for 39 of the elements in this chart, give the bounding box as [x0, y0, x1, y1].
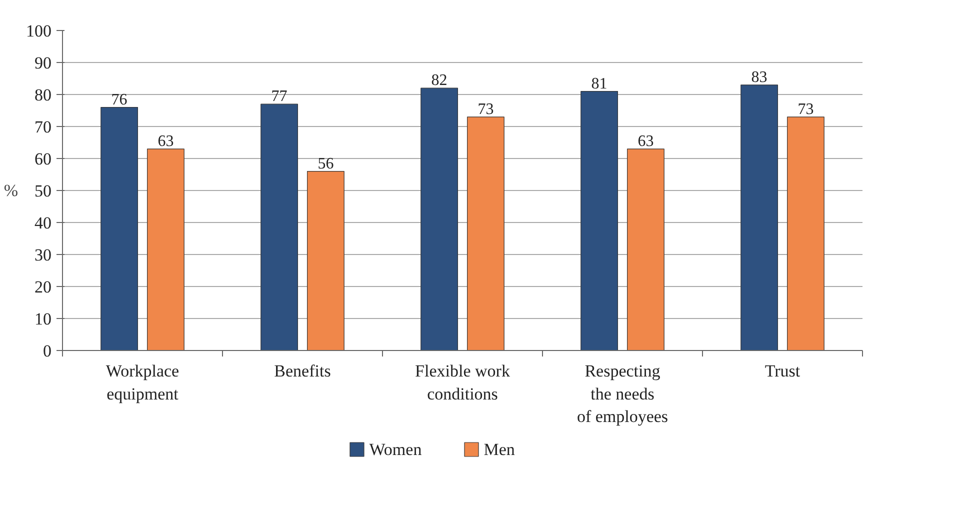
x-tick-label: Benefits — [274, 362, 331, 380]
y-tick-label: 90 — [34, 54, 52, 72]
data-label: 77 — [271, 88, 288, 106]
data-label: 73 — [478, 100, 494, 118]
bar — [627, 148, 664, 350]
data-label: 83 — [751, 68, 768, 86]
data-label: 63 — [158, 132, 174, 150]
y-tick-label: 10 — [34, 310, 52, 328]
data-label: 73 — [798, 100, 814, 118]
y-tick-label: 40 — [34, 214, 52, 232]
y-axis-title: % — [4, 181, 18, 200]
x-tick-label: Workplace equipment — [106, 362, 180, 404]
y-tick-label: 80 — [34, 86, 52, 104]
bar — [307, 171, 344, 350]
bar — [787, 116, 824, 350]
y-tick-label: 70 — [34, 118, 52, 136]
x-tick-label: Flexible work conditions — [415, 362, 510, 404]
y-tick-label: 30 — [34, 246, 52, 264]
bar — [260, 104, 298, 350]
bar — [147, 148, 184, 350]
data-label: 76 — [111, 91, 128, 108]
bar — [580, 91, 618, 350]
data-label: 82 — [431, 72, 448, 90]
y-tick-label: 0 — [43, 342, 52, 360]
y-tick-label: 50 — [34, 182, 52, 200]
x-tick-label: Respecting the needs of employees — [576, 362, 668, 426]
legend-label: Women — [369, 440, 422, 459]
y-tick-label: 100 — [26, 22, 52, 40]
y-tick-label: 60 — [34, 150, 52, 168]
data-label: 56 — [318, 155, 334, 172]
legend-label: Men — [484, 440, 516, 459]
bar — [740, 84, 778, 350]
y-tick-label: 20 — [34, 278, 52, 296]
bar — [467, 116, 504, 350]
x-tick-label: Trust — [764, 362, 800, 380]
bar — [100, 107, 138, 350]
data-label: 63 — [638, 132, 654, 150]
bar — [420, 88, 458, 350]
data-label: 81 — [591, 75, 608, 92]
